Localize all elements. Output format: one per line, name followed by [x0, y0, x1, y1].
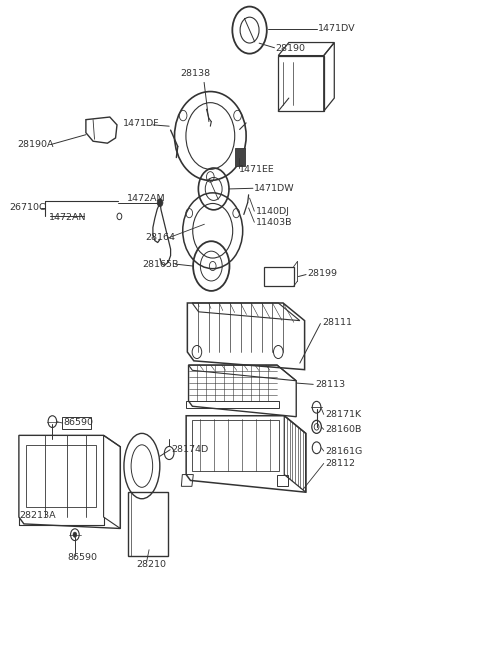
Text: 28161G: 28161G	[325, 447, 362, 455]
Text: 28190: 28190	[276, 44, 305, 53]
Text: 28213A: 28213A	[19, 512, 56, 520]
Text: 28199: 28199	[307, 269, 337, 278]
Text: 28164: 28164	[145, 233, 175, 242]
Text: 28112: 28112	[325, 459, 355, 468]
Text: 28210: 28210	[136, 559, 166, 569]
Text: 1472AN: 1472AN	[48, 213, 86, 222]
Text: 1471DV: 1471DV	[318, 24, 355, 33]
Text: 1471DF: 1471DF	[123, 119, 159, 128]
Text: 28160B: 28160B	[325, 425, 361, 434]
Bar	[235, 148, 245, 166]
Text: 1471DW: 1471DW	[254, 184, 295, 193]
Text: 28111: 28111	[323, 318, 352, 327]
Text: 86590: 86590	[68, 553, 98, 562]
Circle shape	[73, 532, 77, 537]
Text: 1140DJ: 1140DJ	[256, 207, 290, 215]
Text: 28113: 28113	[315, 380, 345, 389]
Text: 28138: 28138	[180, 69, 210, 79]
Text: 28174D: 28174D	[171, 445, 209, 454]
Text: 11403B: 11403B	[256, 217, 292, 227]
Text: 26710C: 26710C	[9, 204, 46, 212]
Bar	[128, 492, 168, 556]
Text: 28165B: 28165B	[142, 259, 178, 269]
Text: 28171K: 28171K	[325, 410, 361, 419]
Bar	[186, 401, 279, 407]
Bar	[62, 417, 91, 429]
Bar	[264, 267, 294, 286]
Text: 86590: 86590	[63, 419, 93, 428]
Circle shape	[157, 198, 163, 206]
Text: 28190A: 28190A	[17, 140, 54, 149]
Text: 1472AM: 1472AM	[127, 194, 165, 202]
Text: 1471EE: 1471EE	[239, 166, 274, 174]
